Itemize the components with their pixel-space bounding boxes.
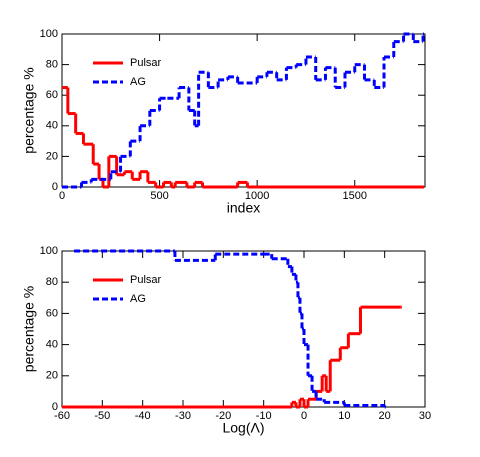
y-axis-label: percentage % [21,286,37,372]
x-tick-label: -30 [175,410,191,422]
x-tick-label: 10 [338,410,350,422]
legend-label: AG [130,76,146,88]
legend-label: AG [130,293,146,305]
x-tick-label: 500 [150,190,168,202]
y-tick-label: 20 [46,370,58,382]
series-line [74,249,387,409]
x-tick-label: 1500 [342,190,366,202]
y-tick-label: 60 [46,307,58,319]
x-axis-label: index [227,200,260,216]
x-tick-label: -40 [135,410,151,422]
x-tick-label: 0 [59,190,65,202]
plot-frame [61,33,426,188]
x-axis-label: Log(Λ) [222,420,264,436]
x-tick-label: 0 [301,410,307,422]
legend-label: Pulsar [130,274,162,286]
y-tick-label: 40 [46,120,58,132]
x-tick-label: -50 [94,410,110,422]
x-tick-label: -10 [256,410,272,422]
x-tick-label: -60 [54,410,70,422]
y-tick-label: 80 [46,276,58,288]
y-tick-label: 0 [52,401,58,413]
y-tick-label: 0 [52,181,58,193]
series-line [62,305,402,409]
x-tick-label: 20 [379,410,391,422]
y-tick-label: 80 [46,59,58,71]
y-tick-label: 40 [46,339,58,351]
legend-label: Pulsar [130,57,162,69]
x-tick-label: 1000 [245,190,269,202]
y-axis-label: percentage % [21,67,37,153]
y-tick-label: 20 [46,150,58,162]
y-tick-label: 100 [40,245,58,257]
x-tick-label: 30 [419,410,431,422]
x-tick-label: -20 [215,410,231,422]
plot-frame [61,250,426,408]
y-tick-label: 60 [46,89,58,101]
y-tick-label: 100 [40,28,58,40]
series-line [62,32,425,189]
